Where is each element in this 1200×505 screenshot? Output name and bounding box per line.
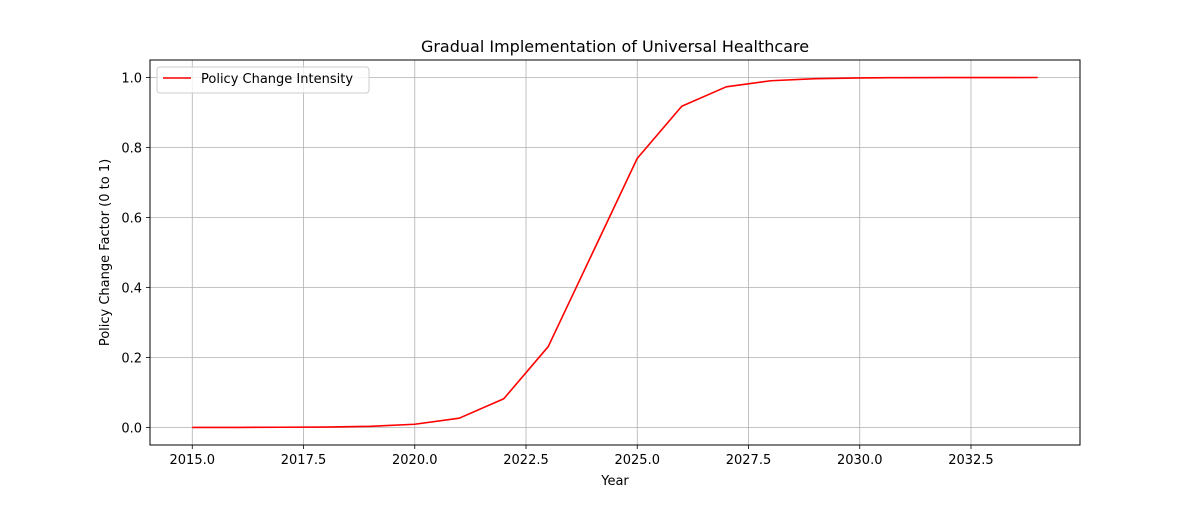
y-axis-label: Policy Change Factor (0 to 1)	[98, 159, 113, 346]
series-line	[192, 76, 1038, 429]
x-axis-ticks: 2015.0 2017.5 2020.0 2022.5 2025.0 2027.5 2030…	[170, 445, 994, 468]
x-tick-label: 2017.5	[281, 453, 327, 468]
series-layer	[192, 76, 1038, 429]
y-axis-ticks: 0.0 0.2 0.4 0.6 0.8 1.0	[121, 72, 150, 437]
y-tick-label: 0.8	[121, 142, 142, 157]
plot-frame	[149, 59, 1081, 446]
x-tick-label: 2030.0	[837, 453, 883, 468]
legend-box	[156, 66, 370, 94]
legend: Policy Change Intensity	[156, 66, 370, 94]
y-tick-label: 0.6	[121, 212, 142, 227]
chart-title: Gradual Implementation of Universal Heal…	[421, 37, 809, 56]
x-tick-label: 2022.5	[503, 453, 549, 468]
x-tick-label: 2020.0	[392, 453, 438, 468]
legend-label: Policy Change Intensity	[201, 72, 353, 87]
x-tick-label: 2025.0	[614, 453, 660, 468]
y-tick-label: 0.4	[121, 282, 142, 297]
y-tick-label: 0.2	[121, 352, 142, 367]
y-tick-label: 0.0	[121, 422, 142, 437]
x-tick-label: 2015.0	[170, 453, 216, 468]
y-tick-label: 1.0	[121, 72, 142, 87]
x-tick-label: 2032.5	[948, 453, 994, 468]
x-axis-label: Year	[600, 474, 629, 489]
x-tick-label: 2027.5	[726, 453, 772, 468]
